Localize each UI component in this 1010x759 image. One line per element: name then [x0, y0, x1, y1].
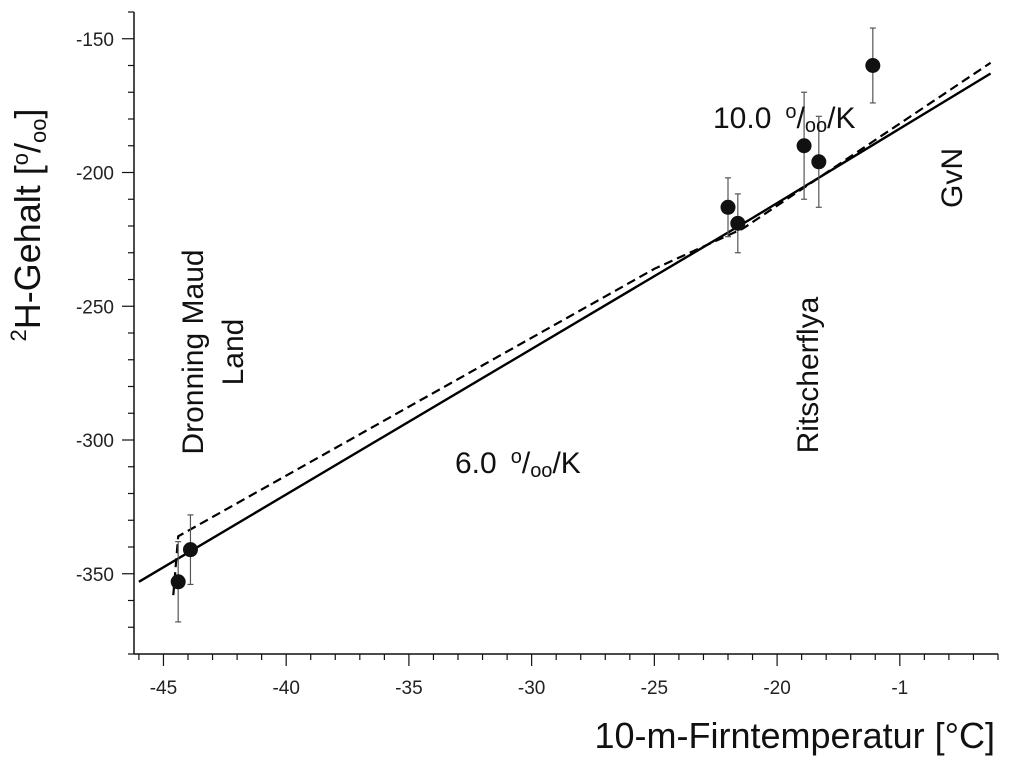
annotation-ritscherflya: Ritscherflya	[792, 296, 825, 453]
data-point	[730, 215, 746, 231]
annotation-slope-low: 6.0 o/oo/K	[455, 446, 581, 482]
x-tick-label: -40	[272, 678, 299, 699]
data-points	[170, 27, 881, 623]
y-tick-label: -300	[76, 431, 114, 452]
y-tick-label: -150	[76, 30, 114, 51]
annotation-slope-high: 10.0 o/oo/K	[713, 101, 855, 137]
x-tick-label: -35	[395, 678, 422, 699]
data-point	[182, 542, 198, 558]
data-point	[170, 574, 186, 590]
annotation-land: Land	[217, 319, 250, 386]
y-axis-title-unit-oo: oo	[26, 118, 51, 142]
y-axis-title-superscript: 2	[6, 329, 31, 341]
x-tick-label: -30	[518, 678, 545, 699]
data-point	[811, 154, 827, 170]
data-point	[720, 199, 736, 215]
dashed-fit-line	[172, 61, 992, 596]
x-tick-label: -20	[763, 678, 790, 699]
x-tick-label: -1	[891, 678, 908, 699]
x-tick-label: -45	[150, 678, 177, 699]
y-tick-label: -350	[76, 565, 114, 586]
y-axis-title-main: H-Gehalt [	[7, 165, 48, 329]
solid-fit-line	[138, 72, 992, 583]
y-axis-title-unit-o: o	[8, 153, 33, 165]
data-point	[865, 58, 881, 73]
annotation-dronning-maud: Dronning Maud	[177, 249, 210, 454]
x-axis-title: 10-m-Firntemperatur [°C]	[595, 715, 995, 756]
annotation-gvn: GvN	[936, 148, 969, 208]
slope-high-value: 10.0	[713, 102, 771, 135]
y-tick-label: -200	[76, 164, 114, 185]
fit-lines	[138, 61, 992, 596]
slope-low-value: 6.0	[455, 447, 497, 480]
axes: -45 -40 -35 -30 -25 -20 -1 -150 -200 -250 -300 -350	[76, 11, 999, 699]
y-axis-title-end: ]	[7, 108, 48, 118]
y-axis-title: 2H-Gehalt [o/oo]	[6, 108, 51, 341]
data-point	[796, 138, 812, 154]
y-tick-label: -250	[76, 297, 114, 318]
y-axis-title-unit-slash: /	[7, 143, 48, 153]
x-tick-label: -25	[641, 678, 668, 699]
